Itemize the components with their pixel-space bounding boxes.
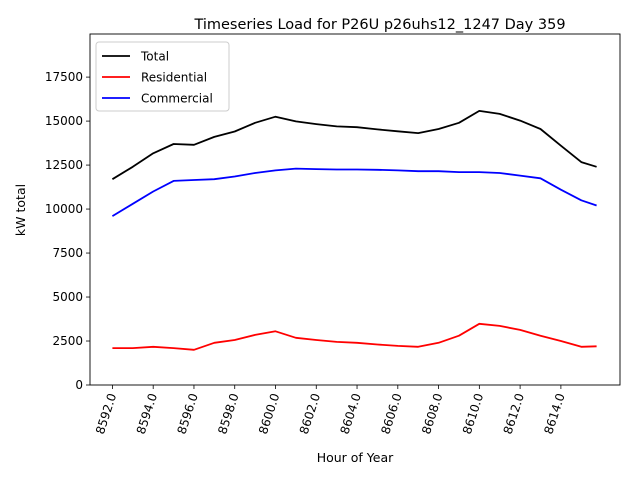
legend: Total Residential Commercial: [95, 41, 230, 112]
axes-frame: [89, 33, 621, 386]
x-tick-label: 8604.0: [338, 392, 364, 436]
x-tick-label: 8610.0: [460, 392, 486, 436]
legend-label-total: Total: [140, 50, 169, 64]
y-tick-label: 17500: [45, 70, 83, 84]
x-tick-label: 8606.0: [378, 392, 404, 436]
y-tick-label: 10000: [45, 202, 83, 216]
x-tick-label: 8612.0: [501, 392, 527, 436]
series-line-residential: [112, 322, 597, 351]
y-tick-label: 7500: [52, 246, 83, 260]
legend-box: [95, 41, 230, 112]
x-tick-label: 8602.0: [297, 392, 323, 436]
x-axis-label: Hour of Year: [317, 450, 394, 465]
series-line-commercial: [111, 167, 597, 217]
chart-title: Timeseries Load for P26U p26uhs12_1247 D…: [193, 17, 565, 33]
x-tick-label: 8592.0: [93, 392, 119, 436]
series-line-total: [111, 110, 597, 180]
y-tick-label: 0: [75, 378, 83, 392]
x-tick-label: 8600.0: [256, 392, 282, 436]
y-axis-label: kW total: [13, 184, 28, 236]
y-tick-label: 2500: [52, 334, 83, 348]
y-tick-label: 12500: [45, 158, 83, 172]
x-tick-label: 8598.0: [215, 392, 241, 436]
x-tick-label: 8608.0: [419, 392, 445, 436]
legend-label-commercial: Commercial: [141, 92, 213, 106]
x-tick-label: 8596.0: [175, 392, 201, 436]
x-tick-label: 8614.0: [541, 392, 567, 436]
x-axis: 8592.0 8594.0 8596.0 8598.0 8600.0 8602.0 8604…: [93, 385, 568, 436]
y-axis: 0 2500 5000 7500 10000 12500 15000 17500: [45, 70, 90, 392]
legend-label-residential: Residential: [141, 71, 207, 85]
plot-area: [111, 110, 597, 351]
y-tick-label: 15000: [45, 114, 83, 128]
y-tick-label: 5000: [52, 290, 83, 304]
x-tick-label: 8594.0: [134, 392, 160, 436]
